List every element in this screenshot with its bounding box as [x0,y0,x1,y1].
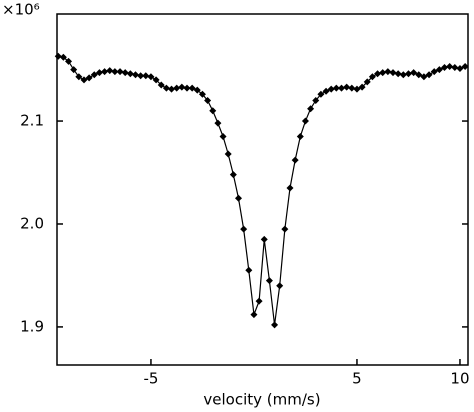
data-point [245,266,253,274]
data-point [260,235,268,243]
plot-frame [56,13,469,366]
data-point [430,68,438,76]
data-point [214,119,222,127]
data-point [250,311,258,319]
data-point [389,69,397,77]
y-tick-label: 2.1 [20,112,44,130]
data-point [399,71,407,79]
x-axis-label: velocity (mm/s) [203,391,320,409]
x-tick-label: 10 [450,370,469,388]
data-point [59,53,67,61]
data-point [461,62,469,70]
data-point [126,70,134,78]
data-point [435,66,443,74]
data-point [368,73,376,81]
data-point [343,83,351,91]
data-point [219,132,227,140]
data-point [374,70,382,78]
data-point [168,85,176,93]
data-point [95,69,103,77]
data-point [65,57,73,65]
data-point [224,150,232,158]
data-point [204,96,212,104]
data-point [188,84,196,92]
data-point [54,52,62,60]
x-tick-label: -5 [143,370,158,388]
data-point [106,67,114,75]
data-point [456,65,464,73]
data-point [281,225,289,233]
data-point [240,225,248,233]
data-point [415,71,423,79]
data-point [70,66,78,74]
data-point [451,64,459,72]
data-point [441,64,449,72]
data-point [178,83,186,91]
data-point [162,84,170,92]
data-point [420,73,428,81]
data-point [234,194,242,202]
data-point [410,69,418,77]
data-point [255,297,263,305]
x-tick-label: 5 [352,370,362,388]
data-point [229,171,237,179]
data-point [286,184,294,192]
data-point [90,71,98,79]
data-point [85,74,93,82]
data-line [58,55,466,325]
data-point [379,69,387,77]
data-point [75,73,83,81]
data-point [147,73,155,81]
data-point [317,90,325,98]
y-tick-label: 1.9 [20,317,44,335]
data-point [265,277,273,285]
y-multiplier: ×10⁶ [2,1,40,19]
data-point [173,84,181,92]
data-point [198,90,206,98]
data-point [332,84,340,92]
data-point [80,76,88,84]
data-point [363,78,371,86]
data-point [384,68,392,76]
data-point [111,68,119,76]
data-point [425,71,433,79]
data-point [394,70,402,78]
data-point [348,84,356,92]
data-point [276,282,284,290]
data-point [116,68,124,76]
data-point [358,83,366,91]
y-tick-label: 2.0 [20,214,44,232]
data-point [307,105,315,113]
data-point [152,76,160,84]
data-point [209,107,217,115]
data-point [301,117,309,125]
data-point [183,84,191,92]
data-point [193,86,201,94]
data-point [101,68,109,76]
data-point [121,69,129,77]
data-point [142,72,150,80]
data-point [296,132,304,140]
data-point [327,85,335,93]
data-point [322,87,330,95]
data-point [446,62,454,70]
data-point [291,156,299,164]
data-point [404,70,412,78]
data-point [271,321,279,329]
data-point [312,96,320,104]
data-point [131,71,139,79]
data-point [338,84,346,92]
data-point [353,85,361,93]
data-point [157,81,165,89]
data-point [137,72,145,80]
